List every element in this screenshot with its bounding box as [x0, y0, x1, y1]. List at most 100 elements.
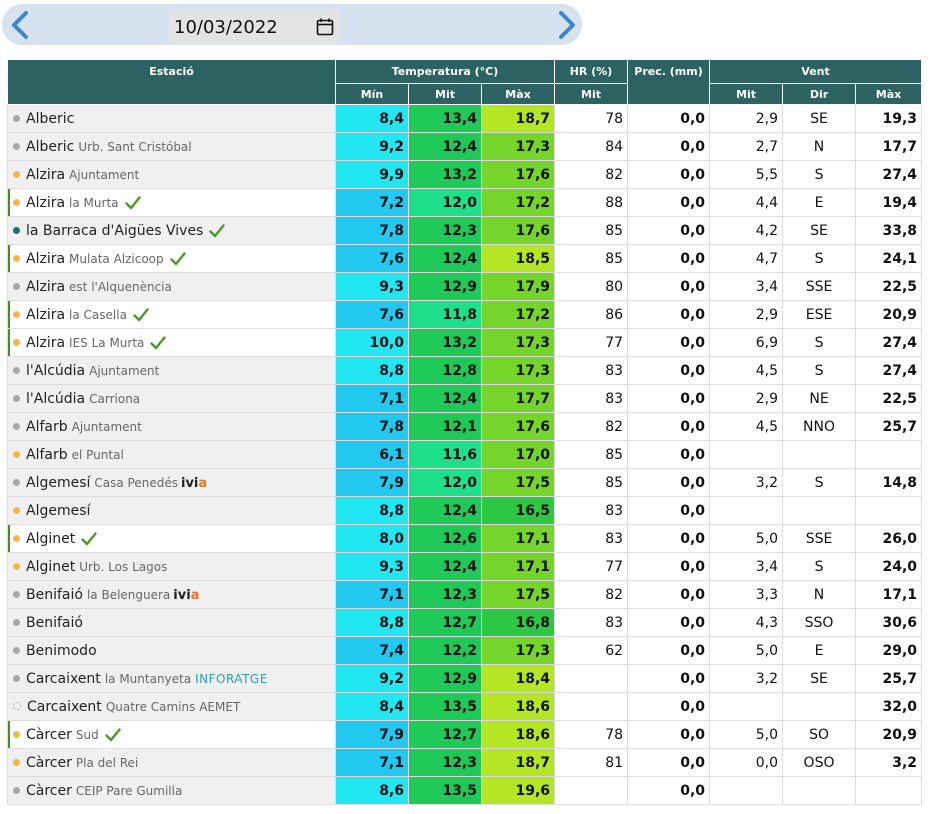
station-name[interactable]: Algemesí: [26, 474, 91, 491]
station-cell[interactable]: Carcaixent Quatre Camins AEMET: [7, 692, 336, 721]
temp-min-cell: 7,6: [335, 244, 409, 273]
station-cell[interactable]: Benimodo: [7, 636, 336, 665]
station-cell[interactable]: Alfarb el Puntal: [7, 440, 336, 469]
station-name[interactable]: Benimodo: [26, 642, 97, 659]
station-name[interactable]: Benifaió: [26, 614, 83, 631]
station-name[interactable]: la Barraca d'Aigües Vives: [26, 222, 204, 239]
station-name[interactable]: l'Alcúdia: [26, 362, 86, 379]
station-name[interactable]: Alzira: [26, 278, 66, 295]
header-wind-max[interactable]: Màx: [855, 83, 923, 105]
station-cell[interactable]: Alfarb Ajuntament: [7, 412, 336, 441]
table-row[interactable]: Carcaixent Quatre Camins AEMET 8,4 13,5 18,6…: [7, 692, 923, 721]
table-row[interactable]: Carcaixent la Muntanyeta INFORATGE 9,2 12,9 1…: [7, 664, 923, 693]
table-row[interactable]: Alginet Urb. Los Lagos 9,3 12,4 17,1 77 0,0 3,4…: [7, 552, 923, 581]
temp-max-cell: 17,1: [480, 552, 556, 581]
station-cell[interactable]: Benifaió la Belenguera ivia: [7, 580, 336, 609]
station-cell[interactable]: Alberic Urb. Sant Cristóbal: [7, 132, 336, 161]
station-name[interactable]: Càrcer: [26, 754, 72, 771]
chevron-left-icon[interactable]: [8, 10, 32, 40]
station-cell[interactable]: Càrcer Sud: [7, 720, 336, 749]
header-prec[interactable]: Prec. (mm): [627, 59, 711, 105]
table-row[interactable]: la Barraca d'Aigües Vives 7,8 12,3 17,6 85 0,…: [7, 216, 923, 245]
station-name[interactable]: Càrcer: [26, 726, 72, 743]
date-input[interactable]: 10/03/2022: [169, 10, 339, 44]
calendar-icon[interactable]: [316, 18, 334, 36]
station-name[interactable]: Benifaió: [26, 586, 83, 603]
table-row[interactable]: l'Alcúdia Carriona 7,1 12,4 17,7 83 0,0 2,9 NE 22…: [7, 384, 923, 413]
table-row[interactable]: Càrcer Sud 7,9 12,7 18,6 78 0,0 5,0 SO 20,9: [7, 720, 923, 749]
table-row[interactable]: Algemesí Casa Penedés ivia 7,9 12,0 17,5 85 0,0…: [7, 468, 923, 497]
temp-mit-cell: 12,0: [408, 468, 482, 497]
table-row[interactable]: Alberic 8,4 13,4 18,7 78 0,0 2,9 SE 19,3: [7, 104, 923, 133]
station-name[interactable]: Carcaixent: [26, 670, 101, 687]
table-row[interactable]: Alzira est l'Alquenència 9,3 12,9 17,9 80 0,0 3…: [7, 272, 923, 301]
table-row[interactable]: Benifaió la Belenguera ivia 7,1 12,3 17,5 82 0,…: [7, 580, 923, 609]
station-cell[interactable]: Algemesí: [7, 496, 336, 525]
table-row[interactable]: Alberic Urb. Sant Cristóbal 9,2 12,4 17,3 84 0…: [7, 132, 923, 161]
station-cell[interactable]: Càrcer CEIP Pare Gumilla: [7, 776, 336, 805]
header-hr-mit[interactable]: Mit: [554, 83, 629, 105]
hr-cell: 78: [554, 720, 629, 749]
temp-max-cell: 17,2: [480, 300, 556, 329]
station-cell[interactable]: Benifaió: [7, 608, 336, 637]
station-cell[interactable]: Alginet Urb. Los Lagos: [7, 552, 336, 581]
station-name[interactable]: Carcaixent: [27, 698, 102, 715]
station-name[interactable]: Alzira: [26, 306, 66, 323]
header-temp-mit[interactable]: Mit: [408, 83, 482, 105]
station-name[interactable]: Alfarb: [26, 418, 68, 435]
station-cell[interactable]: la Barraca d'Aigües Vives: [7, 216, 336, 245]
station-cell[interactable]: Alzira Ajuntament: [7, 160, 336, 189]
table-row[interactable]: Alzira la Casella 7,6 11,8 17,2 86 0,0 2,9 ESE 20…: [7, 300, 923, 329]
table-row[interactable]: l'Alcúdia Ajuntament 8,8 12,8 17,3 83 0,0 4,5 S 2…: [7, 356, 923, 385]
station-cell[interactable]: l'Alcúdia Carriona: [7, 384, 336, 413]
station-name[interactable]: Algemesí: [26, 502, 91, 519]
header-temp-max[interactable]: Màx: [480, 83, 556, 105]
header-wind-mit[interactable]: Mit: [709, 83, 784, 105]
table-row[interactable]: Alzira Ajuntament 9,9 13,2 17,6 82 0,0 5,5 S 27,4: [7, 160, 923, 189]
table-row[interactable]: Càrcer Pla del Rei 7,1 12,3 18,7 81 0,0 0,0 OSO 3…: [7, 748, 923, 777]
table-row[interactable]: Alzira IES La Murta 10,0 13,2 17,3 77 0,0 6,9 S 2…: [7, 328, 923, 357]
station-name[interactable]: Alzira: [26, 250, 66, 267]
station-cell[interactable]: Alzira la Casella: [7, 300, 336, 329]
table-row[interactable]: Alginet 8,0 12,6 17,1 83 0,0 5,0 SSE 26,0: [7, 524, 923, 553]
table-row[interactable]: Benifaió 8,8 12,7 16,8 83 0,0 4,3 SSO 30,6: [7, 608, 923, 637]
station-name[interactable]: Alberic: [26, 138, 75, 155]
station-name[interactable]: Alzira: [26, 194, 66, 211]
station-name[interactable]: Alzira: [26, 334, 66, 351]
ivia-logo: ivia: [173, 587, 200, 603]
table-row[interactable]: Benimodo 7,4 12,2 17,3 62 0,0 5,0 E 29,0: [7, 636, 923, 665]
station-cell[interactable]: Carcaixent la Muntanyeta INFORATGE: [7, 664, 336, 693]
station-cell[interactable]: Càrcer Pla del Rei: [7, 748, 336, 777]
status-dot: [13, 590, 20, 598]
station-name[interactable]: Alfarb: [26, 446, 68, 463]
chevron-right-icon[interactable]: [555, 10, 579, 40]
station-cell[interactable]: Alzira est l'Alquenència: [7, 272, 336, 301]
status-dot: [13, 282, 20, 290]
table-row[interactable]: Alzira Mulata Alzicoop 7,6 12,4 18,5 85 0,0 4,7…: [7, 244, 923, 273]
station-name[interactable]: Alberic: [26, 110, 75, 127]
station-name[interactable]: Alginet: [26, 558, 76, 575]
header-temp-min[interactable]: Mín: [335, 83, 409, 105]
station-name[interactable]: l'Alcúdia: [26, 390, 86, 407]
table-row[interactable]: Alfarb el Puntal 6,1 11,6 17,0 85 0,0: [7, 440, 923, 469]
wind-max-cell: 24,0: [855, 552, 923, 581]
station-name[interactable]: Alzira: [26, 166, 66, 183]
header-wind-dir[interactable]: Dir: [782, 83, 857, 105]
header-station[interactable]: Estació: [7, 59, 336, 105]
table-row[interactable]: Alfarb Ajuntament 7,8 12,1 17,6 82 0,0 4,5 NNO 25…: [7, 412, 923, 441]
station-cell[interactable]: Alzira IES La Murta: [7, 328, 336, 357]
station-cell[interactable]: l'Alcúdia Ajuntament: [7, 356, 336, 385]
wind-dir-cell: [782, 692, 857, 721]
wind-mit-cell: 6,9: [709, 328, 784, 357]
table-row[interactable]: Càrcer CEIP Pare Gumilla 8,6 13,5 19,6 0,0: [7, 776, 923, 805]
station-cell[interactable]: Algemesí Casa Penedés ivia: [7, 468, 336, 497]
table-row[interactable]: Alzira la Murta 7,2 12,0 17,2 88 0,0 4,4 E 19,4: [7, 188, 923, 217]
station-cell[interactable]: Alginet: [7, 524, 336, 553]
station-name[interactable]: Càrcer: [26, 782, 72, 799]
station-cell[interactable]: Alzira la Murta: [7, 188, 336, 217]
temp-mit-cell: 12,4: [408, 552, 482, 581]
station-cell[interactable]: Alberic: [7, 104, 336, 133]
table-row[interactable]: Algemesí 8,8 12,4 16,5 83 0,0: [7, 496, 923, 525]
station-name[interactable]: Alginet: [26, 530, 76, 547]
station-cell[interactable]: Alzira Mulata Alzicoop: [7, 244, 336, 273]
